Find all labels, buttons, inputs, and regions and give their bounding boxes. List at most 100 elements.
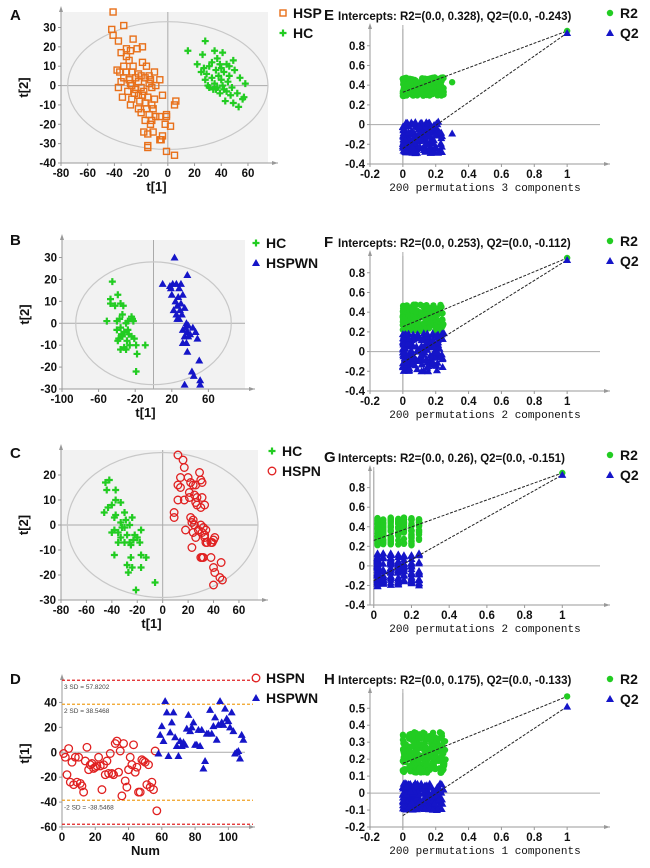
data-point (110, 551, 118, 559)
data-point (172, 310, 181, 318)
data-point (187, 518, 197, 527)
legend-marker (252, 239, 260, 247)
y-tick-label: 20 (44, 722, 57, 734)
x-axis-label: 200 permutations 3 components (389, 183, 580, 195)
x-tick-label: 20 (188, 168, 201, 180)
data-point (226, 723, 235, 731)
y-tick-label: 0 (51, 747, 57, 759)
permutation-point (417, 360, 426, 368)
data-point (186, 513, 196, 522)
legend-marker (267, 466, 277, 476)
permutation-point (399, 363, 408, 371)
permutation-point (373, 559, 382, 567)
x-tick-label: 40 (207, 605, 220, 617)
permutation-point (407, 551, 416, 559)
data-point (208, 58, 216, 66)
series-hspwn (154, 697, 248, 772)
permutation-point (408, 541, 415, 548)
data-point (148, 101, 156, 109)
data-point (112, 486, 120, 494)
permutation-point (423, 761, 430, 768)
permutation-point (417, 779, 426, 787)
legend-marker (252, 694, 260, 701)
legend-label: Q2 (620, 25, 639, 41)
sd-reference-label: 2 SD = 38.5468 (64, 708, 110, 715)
data-point (193, 334, 202, 342)
y-tick-label: -0.4 (345, 159, 365, 171)
y-tick-label: 0.1 (349, 771, 366, 783)
x-tick-label: -0.2 (360, 396, 380, 408)
data-point (225, 72, 233, 80)
data-point (126, 47, 135, 55)
permutation-point (379, 554, 388, 562)
permutation-point (379, 516, 387, 523)
legend-label: HC (282, 443, 302, 459)
data-point (170, 101, 179, 109)
series-r2 (399, 74, 456, 100)
series-q2 (373, 549, 424, 590)
x-tick-label: 60 (242, 168, 255, 180)
y-axis-arrow (368, 465, 372, 471)
data-point (114, 291, 122, 299)
data-point (120, 21, 128, 30)
permutation-point (408, 354, 417, 362)
y-tick-label: 0.4 (349, 80, 366, 92)
data-point (131, 531, 139, 539)
permutation-point (425, 766, 432, 774)
data-point (117, 791, 127, 801)
y-tick-label: 0.4 (349, 720, 366, 732)
data-point (229, 727, 238, 735)
legend: HSP HC (279, 5, 322, 41)
permutation-point (428, 335, 437, 343)
x-tick-label: 0.8 (526, 169, 543, 181)
x-tick-label: 1 (564, 396, 571, 408)
data-point (224, 717, 233, 725)
x-tick-label: 0 (165, 168, 171, 180)
x-tick-label: 0.4 (461, 832, 478, 844)
x-tick-label: 0.2 (428, 832, 444, 844)
data-point (109, 31, 117, 39)
permutation-point (419, 343, 428, 351)
data-point (161, 697, 170, 705)
regression-line-r2 (402, 695, 568, 764)
data-point (208, 74, 216, 82)
data-point (117, 324, 125, 332)
permutation-point (399, 570, 408, 578)
data-point (197, 725, 206, 733)
permutation-point (415, 536, 423, 544)
permutation-point (440, 750, 447, 757)
y-tick-label: 0.8 (349, 268, 366, 280)
permutation-point (438, 316, 446, 323)
y-tick-label: -20 (40, 362, 57, 374)
permutation-point (425, 83, 432, 90)
data-point (237, 730, 246, 738)
x-tick-label: 0.2 (428, 169, 444, 181)
data-point (188, 480, 198, 490)
regression-line-q2 (402, 32, 568, 149)
y-tick-label: 0.2 (349, 100, 365, 112)
data-point (126, 521, 134, 529)
data-point (128, 81, 136, 90)
legend-label: Q2 (620, 467, 639, 483)
legend-marker (606, 695, 614, 702)
data-point (212, 735, 221, 743)
data-point (169, 306, 178, 314)
x-axis-label: t[1] (135, 405, 155, 420)
data-point (184, 488, 194, 497)
legend-label: R2 (620, 447, 638, 463)
y-tick-label: -10 (39, 545, 56, 557)
legend-label: R2 (620, 5, 638, 21)
data-point (207, 729, 216, 737)
data-point (152, 806, 162, 816)
data-point (180, 380, 189, 388)
y-tick-label: 20 (43, 470, 56, 482)
x-tick-label: 0.2 (403, 610, 419, 622)
data-point (118, 524, 126, 531)
x-tick-label: 20 (165, 394, 178, 406)
permutation-point (374, 532, 381, 539)
panel-letter: B (10, 232, 21, 249)
x-tick-label: 0.8 (526, 396, 543, 408)
data-point (152, 112, 160, 121)
permutation-point (413, 747, 420, 754)
